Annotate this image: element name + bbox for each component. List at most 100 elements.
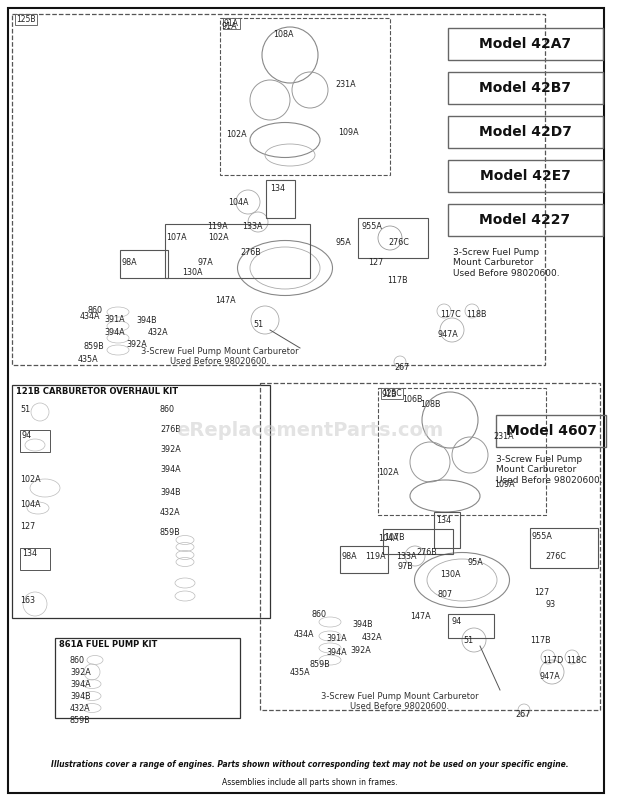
Text: 860: 860 <box>70 656 85 665</box>
Text: 134: 134 <box>22 549 37 558</box>
Text: 119A: 119A <box>365 552 386 561</box>
Bar <box>260 383 600 710</box>
Text: 51: 51 <box>253 320 263 329</box>
Text: 861A FUEL PUMP KIT: 861A FUEL PUMP KIT <box>59 640 157 649</box>
Bar <box>383 529 453 554</box>
Text: 127: 127 <box>20 522 35 531</box>
Text: 147A: 147A <box>410 612 431 621</box>
Text: 117B: 117B <box>530 636 551 645</box>
Text: 435A: 435A <box>290 668 311 677</box>
Text: 134: 134 <box>436 516 451 525</box>
Text: 91A: 91A <box>221 22 237 31</box>
Text: 859B: 859B <box>84 342 105 351</box>
Text: Model 42D7: Model 42D7 <box>479 125 572 139</box>
Bar <box>448 204 603 236</box>
Text: 93: 93 <box>546 600 556 609</box>
Text: 394B: 394B <box>136 316 157 325</box>
Bar <box>120 250 168 278</box>
Bar <box>165 224 310 278</box>
Text: 51: 51 <box>20 405 30 414</box>
Text: 276B: 276B <box>160 425 181 434</box>
Text: 118B: 118B <box>466 310 487 319</box>
Bar <box>266 180 295 218</box>
Text: 947A: 947A <box>438 330 459 339</box>
Text: 108B: 108B <box>420 400 440 409</box>
Text: 432A: 432A <box>148 328 169 337</box>
Bar <box>434 512 460 548</box>
Text: Assemblies include all parts shown in frames.: Assemblies include all parts shown in fr… <box>222 778 398 787</box>
Bar <box>448 116 603 148</box>
Text: 127: 127 <box>534 588 549 597</box>
Text: Model 4227: Model 4227 <box>479 213 570 227</box>
Text: 125C: 125C <box>382 389 402 398</box>
Text: 392A: 392A <box>350 646 371 655</box>
Text: 98A: 98A <box>341 552 356 561</box>
Bar <box>20 548 50 570</box>
Text: 394A: 394A <box>104 328 125 337</box>
Text: 117B: 117B <box>387 276 407 285</box>
Text: 95A: 95A <box>335 238 351 247</box>
Text: 134: 134 <box>270 184 285 193</box>
Text: 859B: 859B <box>310 660 330 669</box>
Text: 91B: 91B <box>382 390 397 399</box>
Text: 104A: 104A <box>228 198 249 207</box>
Text: eReplacementParts.com: eReplacementParts.com <box>176 421 444 439</box>
Bar <box>448 72 603 104</box>
Text: 51: 51 <box>463 636 473 645</box>
Text: 859B: 859B <box>160 528 181 537</box>
Text: 107B: 107B <box>384 533 405 542</box>
Bar <box>496 415 606 447</box>
Text: 267: 267 <box>515 710 530 719</box>
Text: 119A: 119A <box>207 222 228 231</box>
Text: 947A: 947A <box>540 672 560 681</box>
Text: 859B: 859B <box>70 716 91 725</box>
Text: 118C: 118C <box>566 656 587 665</box>
Text: Model 42B7: Model 42B7 <box>479 81 571 95</box>
Text: 276B: 276B <box>416 548 436 557</box>
Text: 394B: 394B <box>352 620 373 629</box>
Text: Model 42A7: Model 42A7 <box>479 37 571 51</box>
Text: 121B CARBURETOR OVERHAUL KIT: 121B CARBURETOR OVERHAUL KIT <box>16 387 178 396</box>
Text: 95A: 95A <box>468 558 484 567</box>
Text: 109A: 109A <box>338 128 358 137</box>
Text: 394A: 394A <box>326 648 347 657</box>
Text: 231A: 231A <box>335 80 356 89</box>
Bar <box>340 546 388 573</box>
Text: 432A: 432A <box>362 633 383 642</box>
Text: 97B: 97B <box>398 562 414 571</box>
Text: 955A: 955A <box>531 532 552 541</box>
Text: 3-Screw Fuel Pump
Mount Carburetor
Used Before 98020600.: 3-Screw Fuel Pump Mount Carburetor Used … <box>496 455 603 485</box>
Bar <box>20 430 50 452</box>
Text: 435A: 435A <box>78 355 99 364</box>
Text: 432A: 432A <box>70 704 91 713</box>
Text: 3-Screw Fuel Pump
Mount Carburetor
Used Before 98020600.: 3-Screw Fuel Pump Mount Carburetor Used … <box>453 248 560 277</box>
Bar <box>448 160 603 192</box>
Text: 394B: 394B <box>70 692 91 701</box>
Text: 267: 267 <box>394 363 409 372</box>
Text: 860: 860 <box>160 405 175 414</box>
Text: 107A: 107A <box>166 233 187 242</box>
Bar <box>55 638 240 718</box>
Bar <box>448 614 494 638</box>
Bar <box>12 14 545 365</box>
Text: Model 4607: Model 4607 <box>505 424 596 438</box>
Text: 392A: 392A <box>160 445 181 454</box>
Text: 102A: 102A <box>20 475 41 484</box>
Text: 392A: 392A <box>126 340 147 349</box>
Text: 133A: 133A <box>242 222 262 231</box>
Text: 106B: 106B <box>402 395 422 404</box>
Text: 432A: 432A <box>160 508 180 517</box>
Text: 127: 127 <box>368 258 383 267</box>
Text: 117D: 117D <box>542 656 563 665</box>
Text: 394A: 394A <box>70 680 91 689</box>
Text: 104A: 104A <box>378 534 399 543</box>
Bar <box>358 218 428 258</box>
Text: 434A: 434A <box>294 630 314 639</box>
Bar <box>378 388 546 515</box>
Text: 94: 94 <box>22 431 32 440</box>
Text: 276B: 276B <box>240 248 261 257</box>
Text: 391A: 391A <box>104 315 125 324</box>
Bar <box>220 18 390 175</box>
Text: 807: 807 <box>437 590 452 599</box>
Text: 147A: 147A <box>215 296 236 305</box>
